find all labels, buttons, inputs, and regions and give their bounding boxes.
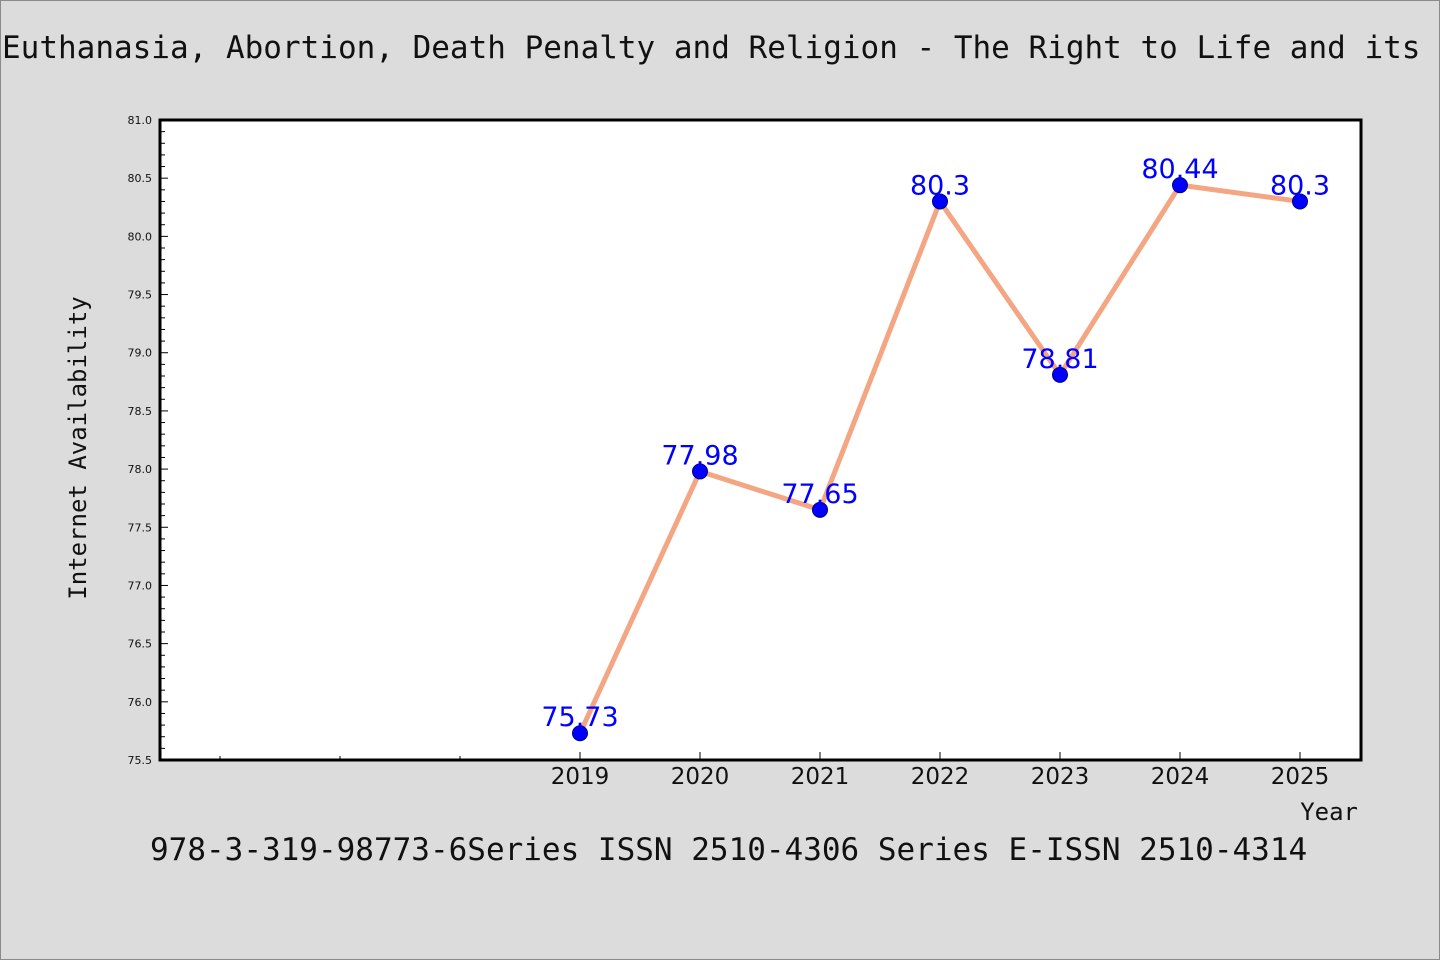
data-label: 80.3 xyxy=(1270,170,1330,201)
y-tick-label: 75.5 xyxy=(128,754,153,767)
y-tick-label: 78.5 xyxy=(128,405,153,418)
y-axis-label: Internet Availability xyxy=(64,296,92,599)
y-tick-label: 80.5 xyxy=(128,172,153,185)
x-tick-label: 2021 xyxy=(791,764,850,790)
data-label: 78.81 xyxy=(1021,344,1098,375)
data-point xyxy=(692,463,708,480)
y-axis-ticks: 75.5 76.0 76.5 77.0 77.5 78.0 78.5 79.0 79.5 80.0… xyxy=(128,114,168,767)
y-tick-label: 77.5 xyxy=(128,521,153,534)
x-tick-label: 2019 xyxy=(551,764,610,790)
y-tick-label: 78.0 xyxy=(128,463,153,476)
y-tick-label: 80.0 xyxy=(128,230,153,243)
y-tick-label: 77.0 xyxy=(128,579,153,592)
x-tick-label: 2025 xyxy=(1271,764,1330,790)
data-labels: 75.73 77.98 77.65 80.3 78.81 80.44 80.3 xyxy=(541,154,1330,733)
y-tick-label: 76.0 xyxy=(128,696,153,709)
y-tick-label: 79.0 xyxy=(128,347,153,360)
x-tick-label: 2022 xyxy=(911,764,970,790)
data-label: 77.98 xyxy=(661,440,738,471)
y-tick-label: 76.5 xyxy=(128,638,153,651)
plot-area xyxy=(158,118,1363,762)
x-axis-ticks: 2019 2020 2021 2022 2023 2024 2025 xyxy=(219,752,1330,790)
x-tick-label: 2020 xyxy=(671,764,730,790)
chart-title: Euthanasia, Abortion, Death Penalty and … xyxy=(2,30,1440,66)
data-point xyxy=(1172,177,1188,194)
y-tick-label: 79.5 xyxy=(128,289,153,302)
data-label: 80.3 xyxy=(910,170,970,201)
data-label: 75.73 xyxy=(541,702,618,733)
data-point xyxy=(932,193,948,210)
data-point xyxy=(812,501,828,518)
data-points xyxy=(572,177,1308,742)
x-axis-label: Year xyxy=(1300,798,1358,826)
data-label: 77.65 xyxy=(781,479,858,510)
data-point xyxy=(1292,193,1308,210)
x-tick-label: 2023 xyxy=(1031,764,1090,790)
footer-isbn-text: 978-3-319-98773-6Series ISSN 2510-4306 S… xyxy=(150,832,1308,868)
data-point xyxy=(1052,366,1068,383)
y-tick-label: 81.0 xyxy=(128,114,153,127)
data-point xyxy=(572,725,588,742)
data-label: 80.44 xyxy=(1141,154,1218,185)
x-tick-label: 2024 xyxy=(1151,764,1210,790)
